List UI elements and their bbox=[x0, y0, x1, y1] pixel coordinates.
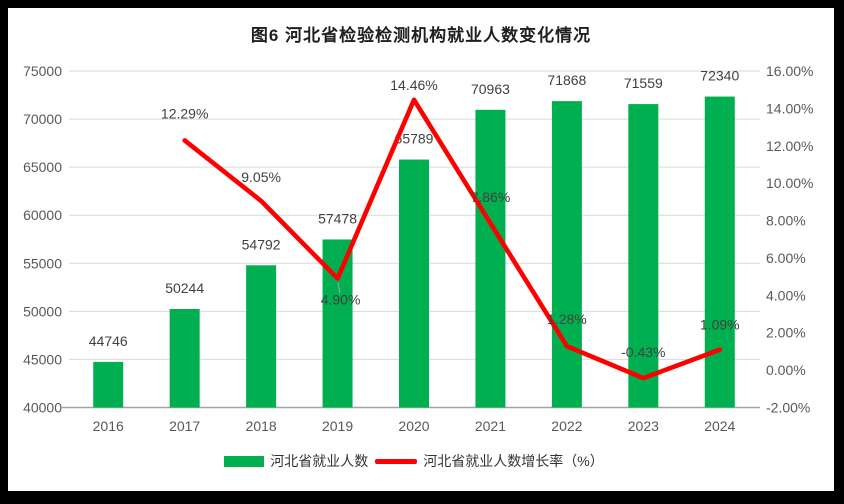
bar-2022 bbox=[551, 101, 582, 408]
growth-rate-label: 9.05% bbox=[241, 169, 281, 185]
growth-rate-label: -0.43% bbox=[621, 344, 665, 360]
growth-rate-label: 4.90% bbox=[321, 292, 361, 308]
left-axis-tick-label: 60000 bbox=[23, 207, 62, 223]
bar-value-label: 57478 bbox=[318, 210, 357, 226]
bar-2023 bbox=[628, 104, 659, 408]
right-axis-tick-label: 2.00% bbox=[766, 325, 806, 341]
category-label: 2020 bbox=[398, 418, 429, 434]
legend-item-growth-rate: 河北省就业人数增长率（%） bbox=[375, 451, 604, 471]
category-label: 2016 bbox=[93, 418, 124, 434]
category-label: 2022 bbox=[551, 418, 582, 434]
bar-value-label: 44746 bbox=[89, 333, 128, 349]
bar-value-label: 50244 bbox=[165, 280, 204, 296]
legend-swatch-line bbox=[375, 458, 418, 464]
left-axis-tick-label: 65000 bbox=[23, 159, 62, 175]
legend-label-growth-rate: 河北省就业人数增长率（%） bbox=[423, 453, 604, 469]
left-axis-tick-label: 40000 bbox=[23, 400, 62, 416]
right-axis-tick-label: 10.00% bbox=[766, 175, 813, 191]
right-axis-tick-label: -2.00% bbox=[766, 400, 810, 416]
category-label: 2018 bbox=[246, 418, 277, 434]
growth-rate-line bbox=[182, 97, 723, 381]
bar-2024 bbox=[704, 96, 735, 408]
category-label: 2019 bbox=[322, 418, 353, 434]
bar-2020 bbox=[399, 159, 429, 408]
left-axis-tick-label: 75000 bbox=[23, 63, 62, 79]
legend-swatch-bar bbox=[224, 455, 265, 467]
category-label: 2023 bbox=[628, 418, 659, 434]
right-axis-tick-label: 14.00% bbox=[766, 100, 813, 116]
legend-label-employment: 河北省就业人数 bbox=[270, 453, 369, 469]
bar-value-label: 71868 bbox=[547, 72, 586, 88]
category-label: 2017 bbox=[169, 418, 200, 434]
left-axis-tick-label: 70000 bbox=[23, 111, 62, 127]
bar-value-label: 71559 bbox=[624, 75, 663, 91]
bar-value-label: 65789 bbox=[395, 131, 434, 147]
category-label: 2024 bbox=[704, 418, 735, 434]
left-axis-tick-label: 50000 bbox=[23, 303, 62, 319]
left-axis-tick-label: 45000 bbox=[23, 351, 62, 367]
growth-rate-label: 14.46% bbox=[390, 77, 437, 93]
bar-2016 bbox=[93, 361, 124, 408]
right-axis-tick-label: 8.00% bbox=[766, 213, 806, 229]
growth-rate-label: 1.28% bbox=[547, 311, 587, 327]
right-axis-tick-label: 6.00% bbox=[766, 250, 806, 266]
growth-rate-label: 1.09% bbox=[700, 317, 740, 333]
right-axis-tick-label: 12.00% bbox=[766, 138, 813, 154]
left-axis-tick-label: 55000 bbox=[23, 255, 62, 271]
right-axis-tick-label: 16.00% bbox=[766, 63, 813, 79]
growth-rate-label: 12.29% bbox=[161, 105, 208, 121]
chart-title: 图6 河北省检验检测机构就业人数变化情况 bbox=[250, 26, 592, 45]
bar-value-label: 54792 bbox=[242, 236, 281, 252]
growth-rate-label: 7.86% bbox=[471, 189, 511, 205]
category-label: 2021 bbox=[475, 418, 506, 434]
label-leader-line bbox=[337, 282, 341, 294]
bar-value-label: 72340 bbox=[700, 68, 739, 84]
legend-item-employment: 河北省就业人数 bbox=[224, 451, 368, 471]
legend: 河北省就业人数 河北省就业人数增长率（%） bbox=[70, 451, 758, 471]
bar-2017 bbox=[169, 309, 200, 408]
bar-value-label: 70963 bbox=[471, 81, 510, 97]
bar-2018 bbox=[246, 265, 277, 408]
bar-2021 bbox=[475, 109, 506, 408]
right-axis-tick-label: 0.00% bbox=[766, 362, 806, 378]
right-axis-tick-label: 4.00% bbox=[766, 287, 806, 303]
